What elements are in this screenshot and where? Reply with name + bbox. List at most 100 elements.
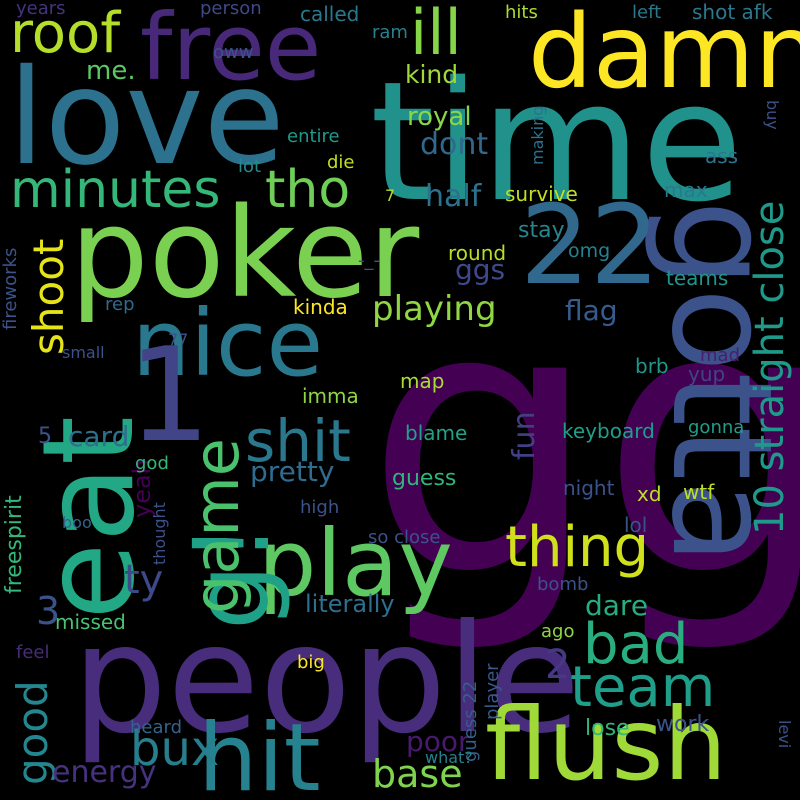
word-keyboard: keyboard xyxy=(562,419,655,443)
word-lot: lot xyxy=(238,156,262,177)
word-5: 5 xyxy=(38,424,52,449)
word-dare: dare xyxy=(585,589,649,622)
word-me: me. xyxy=(86,56,136,86)
word-xd: xd xyxy=(637,482,662,506)
word-77: 77 xyxy=(168,330,189,349)
word-omg: omg xyxy=(568,240,611,262)
word-yup: yup xyxy=(688,362,726,386)
word-kind: kind xyxy=(405,60,459,89)
word-imma: imma xyxy=(302,384,359,408)
word-ill: ill xyxy=(410,0,462,69)
word-22: 22 xyxy=(520,181,660,309)
word-kinda: kinda xyxy=(293,295,348,319)
word-dash-underscore-dash: -_- xyxy=(358,250,380,271)
word-flush: flush xyxy=(485,686,727,800)
word-guess: guess xyxy=(392,466,457,491)
word-people: people xyxy=(72,593,581,767)
word-oww: oww xyxy=(213,42,254,63)
word-buy: buy xyxy=(763,100,782,130)
word-base: base xyxy=(372,752,463,796)
word-energy: energy xyxy=(52,755,157,790)
word-round: round xyxy=(448,241,507,265)
word-2: 2 xyxy=(545,642,571,688)
word-heard: heard xyxy=(130,717,183,738)
word-time: time xyxy=(370,46,743,238)
word-person: person xyxy=(200,0,262,19)
word-card: card xyxy=(68,420,130,453)
word-lose: lose xyxy=(585,716,630,741)
word-1: 1 xyxy=(128,319,211,471)
word-wtf: wtf xyxy=(683,480,715,504)
word-poor: poor xyxy=(406,725,470,758)
word-play: play xyxy=(258,510,453,617)
word-3: 3 xyxy=(36,589,61,633)
word-roof: roof xyxy=(10,1,121,66)
word-bomb: bomb xyxy=(537,574,589,595)
word-dont: dont xyxy=(420,127,489,162)
word-fireworks: fireworks xyxy=(0,247,21,330)
word-bad: bad xyxy=(583,612,689,677)
word-team: team xyxy=(570,655,716,720)
word-7: 7 xyxy=(385,186,396,205)
word-levi: levi xyxy=(775,720,794,749)
word-god: god xyxy=(135,453,169,474)
word-freespirit: freespirit xyxy=(2,495,27,594)
word-ass: ass xyxy=(705,144,739,168)
word-big: big xyxy=(297,652,325,673)
word-gonna: gonna xyxy=(688,417,745,438)
word-feel: feel xyxy=(16,642,50,663)
word-stay: stay xyxy=(518,218,565,243)
word-teams: teams xyxy=(666,266,729,290)
word-poker: poker xyxy=(70,182,420,326)
word-night: night xyxy=(563,476,615,500)
word-tho: tho xyxy=(265,160,351,220)
word-thought: thought xyxy=(150,502,169,565)
word-nice: nice xyxy=(132,290,324,397)
word-years: years xyxy=(16,0,66,19)
word-die: die xyxy=(327,152,355,173)
word-max: max xyxy=(664,178,708,202)
word-thing: thing xyxy=(505,515,650,580)
word-missed: missed xyxy=(55,610,126,634)
word-hits: hits xyxy=(505,2,538,23)
word-mad: mad xyxy=(700,345,740,366)
word-ggs: ggs xyxy=(455,253,506,286)
word-small: small xyxy=(62,343,105,362)
word-good: good xyxy=(8,680,57,785)
word-bux: bux xyxy=(130,721,220,777)
word-gg: gg xyxy=(365,228,800,658)
word-ago: ago xyxy=(541,621,575,642)
word-pretty: pretty xyxy=(250,455,335,488)
word-minutes: minutes xyxy=(10,160,221,220)
word-ty: ty xyxy=(124,557,164,603)
word-shot-afk: shot afk xyxy=(692,0,773,24)
word-lol: lol xyxy=(624,513,648,537)
word-free: free xyxy=(140,0,322,101)
word-10-straight-close: 10 straight close xyxy=(747,200,793,535)
word-shoot: shoot xyxy=(24,238,73,355)
word-damn: damn xyxy=(528,0,800,112)
word-game: game xyxy=(180,438,253,614)
word-called: called xyxy=(300,2,360,26)
word-hit: hit xyxy=(198,704,321,800)
word-player: player xyxy=(482,663,503,720)
word-rep: rep xyxy=(105,294,135,315)
word-literally: literally xyxy=(305,590,395,618)
word-work: work xyxy=(656,712,710,737)
word-survive: survive xyxy=(505,182,578,206)
word-what: what? xyxy=(425,748,473,767)
word-shit: shit xyxy=(245,407,351,475)
word-high: high xyxy=(300,497,340,518)
word-ram: ram xyxy=(372,22,408,43)
word-royal: royal xyxy=(407,102,472,132)
word-fun: fun xyxy=(507,411,542,460)
word-map: map xyxy=(400,369,445,393)
word-blame: blame xyxy=(405,421,468,445)
word-love: love xyxy=(8,41,285,195)
word-playing: playing xyxy=(372,289,497,329)
word-so-close: so close xyxy=(368,527,441,548)
word-brb: brb xyxy=(635,354,669,378)
word-making: making xyxy=(528,105,547,165)
word-flag: flag xyxy=(565,294,618,327)
